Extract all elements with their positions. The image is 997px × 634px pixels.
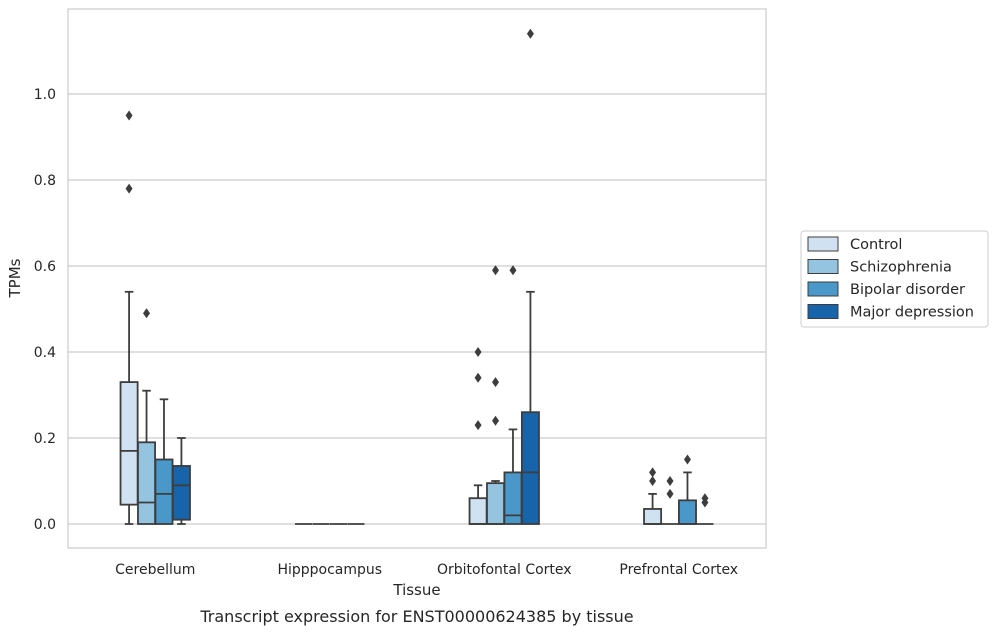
x-tick-label-2: Orbitofontal Cortex <box>437 562 572 578</box>
outlier-0 <box>683 454 691 465</box>
box-2-3 <box>520 28 540 525</box>
box-body <box>119 381 139 506</box>
legend-label-0: Control <box>850 237 902 253</box>
outlier-0 <box>509 265 517 276</box>
legend-label-3: Major depression <box>850 305 974 321</box>
y-tick-label-1: 0.2 <box>34 431 56 447</box>
x-tick-labels: Cerebellum Hipppocampus Orbitofontal Corte… <box>115 562 738 578</box>
box-body <box>486 482 505 525</box>
y-tick-label-3: 0.6 <box>34 259 56 275</box>
box-0-0 <box>119 110 139 525</box>
box-body <box>520 411 540 525</box>
outlier-0 <box>125 183 133 194</box>
y-axis-label: TPMs <box>6 258 24 298</box>
box-2-2 <box>503 265 523 525</box>
legend-swatch-1 <box>807 259 839 274</box>
chart-caption: Transcript expression for ENST0000062438… <box>199 607 633 626</box>
outlier-0 <box>143 308 151 319</box>
x-tick-label-1: Hipppocampus <box>277 562 382 578</box>
box-3-3 <box>696 493 714 525</box>
box-0-2 <box>154 398 174 525</box>
box-2-0 <box>468 347 488 525</box>
outlier-0 <box>474 420 482 431</box>
box-body <box>643 508 663 525</box>
box-body <box>171 465 191 521</box>
outlier-0 <box>649 476 657 486</box>
y-tick-label-2: 0.4 <box>34 345 56 361</box>
legend-swatch-0 <box>807 236 839 252</box>
y-tick-label-0: 0.0 <box>34 517 56 533</box>
boxes <box>119 28 714 525</box>
box-3-0 <box>643 467 663 525</box>
legend-frame <box>800 230 989 328</box>
legend-swatch-2 <box>807 281 839 297</box>
y-tick-label-4: 0.8 <box>34 173 56 189</box>
box-body <box>137 441 156 525</box>
plot-frame <box>67 8 767 549</box>
outlier-0 <box>492 415 500 426</box>
box-2-1 <box>486 265 505 525</box>
box-body <box>468 497 488 525</box>
outlier-1 <box>666 476 674 486</box>
outlier-0 <box>666 488 674 499</box>
outlier-0 <box>526 28 534 39</box>
outlier-1 <box>125 110 133 121</box>
box-3-2 <box>678 454 697 525</box>
outlier-2 <box>492 265 500 276</box>
x-tick-label-0: Cerebellum <box>115 562 195 578</box>
outlier-1 <box>701 493 709 504</box>
box-body <box>154 458 174 525</box>
x-axis-label: Tissue <box>392 581 440 599</box>
outlier-1 <box>474 372 482 383</box>
box-0-1 <box>137 308 156 525</box>
legend-swatch-3 <box>807 304 839 319</box>
y-tick-label-5: 1.0 <box>34 87 56 103</box>
outlier-1 <box>649 467 657 478</box>
outlier-1 <box>492 377 500 388</box>
outlier-2 <box>474 347 482 357</box>
box-body <box>678 499 697 525</box>
legend: Control Schizophrenia Bipolar disorder Majo… <box>800 230 989 328</box>
box-3-1 <box>661 476 679 525</box>
x-tick-label-3: Prefrontal Cortex <box>619 562 738 578</box>
y-tick-labels: 0.0 0.2 0.4 0.6 0.8 1.0 <box>34 87 56 533</box>
box-0-3 <box>171 437 191 525</box>
legend-label-2: Bipolar disorder <box>850 282 965 298</box>
legend-label-1: Schizophrenia <box>850 260 952 276</box>
